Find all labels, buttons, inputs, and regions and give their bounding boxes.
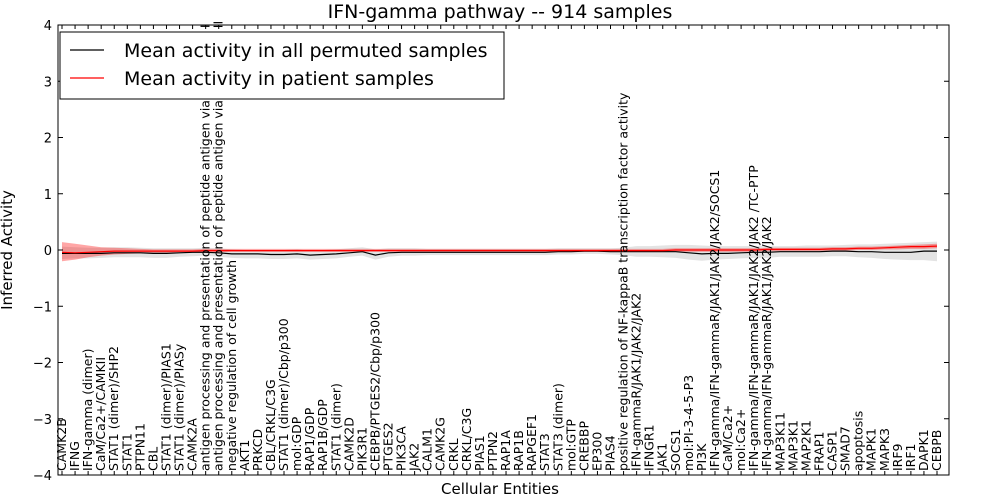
y-tick-label: 4 [44,19,52,34]
x-tick-label: PRKCD [250,429,265,471]
x-tick-label: CAMK2A [185,418,200,471]
series-line-0 [62,250,937,256]
x-tick-label: MAP3K1 [785,420,800,471]
x-tick-label: CAMK2G [433,417,448,471]
x-tick-label: negative regulation of cell growth [224,260,239,471]
x-tick-label: RAP1B/GDP [315,399,330,471]
x-tick-label: IFN-gamma/IFN-gammaR/JAK1/JAK2/JAK2 /TC-… [746,165,761,471]
x-tick-label: CREBBP [576,421,591,471]
x-tick-label: RAP1B [511,430,526,471]
y-tick-label: −3 [33,413,52,428]
x-tick-label: JAK1 [655,443,670,472]
x-tick-label: IRF9 [890,443,905,471]
x-tick-label: IFN-gamma/IFN-gammaR/JAK1/JAK2/JAK2 [759,216,774,471]
x-tick-label: CRKL [446,438,461,471]
x-tick-label: antigen processing and presentation of p… [211,21,226,471]
series-band-0 [62,241,937,262]
x-tick-label: STAT1 (dimer)/PIAS1 [158,343,173,471]
x-tick-label: RAP1A [498,430,513,471]
x-tick-label: FRAP1 [811,432,826,471]
x-tick-label: CBL/CRKL/C3G [263,379,278,471]
x-tick-label: PIK3R1 [354,427,369,471]
x-tick-label: PTPN11 [132,423,147,471]
x-tick-label: CaM/Ca2+/CAMKII [93,357,108,471]
x-tick-label: PI3K [694,443,709,471]
legend-box [59,31,505,100]
x-tick-label: SOCS1 [668,429,683,471]
legend: Mean activity in all permuted samples Me… [59,31,505,100]
x-tick-label: PTPN2 [485,431,500,471]
x-tick-label: PIAS4 [603,435,618,471]
x-tick-label: positive regulation of NF-kappaB transcr… [616,92,631,471]
x-tick-label: MAP3K11 [772,412,787,471]
x-tick-label: STAT1 [119,433,134,471]
legend-label-permuted: Mean activity in all permuted samples [124,40,487,62]
x-tick-label: mol:PI-3-4-5-P3 [681,375,696,471]
y-tick-label: 0 [44,244,52,259]
x-tick-label: DAPK1 [916,429,931,471]
y-tick-label: −4 [33,469,52,484]
x-tick-label: RAP1/GDP [302,407,317,471]
x-tick-label: AKT1 [237,440,252,471]
x-tick-label: PTGES2 [380,422,395,471]
x-tick-label: CEBPB/PTGES2/Cbp/p300 [367,312,382,471]
y-tick-label: 3 [44,75,52,90]
x-tick-label: MAPK1 [864,428,879,471]
x-tick-label: mol:GDP [289,416,304,471]
x-tick-label: mol:GTP [563,419,578,471]
x-tick-label: CASP1 [825,430,840,471]
x-tick-label: CaM/Ca2+ [720,405,735,471]
x-tick-label: EP300 [589,432,604,471]
x-tick-label: IFNGR1 [642,424,657,471]
y-tick-label: −1 [33,300,52,315]
x-tick-label: STAT3 (dimer) [550,383,565,471]
x-tick-label: STAT1 (dimer) [328,383,343,471]
x-tick-label: mol:Ca2+ [733,409,748,471]
x-tick-label: IRF1 [903,443,918,471]
x-tick-label: CAMK2D [341,417,356,471]
x-tick-label: IFN-gammaR/JAK1/JAK2/JAK2 [629,293,644,471]
x-tick-label: STAT3 [537,433,552,471]
x-tick-label: CEBPB [929,430,944,471]
x-tick-label: MAP2K1 [798,420,813,471]
x-axis-label: Cellular Entities [441,480,559,498]
x-tick-label: PIK3CA [394,426,409,471]
legend-label-patient: Mean activity in patient samples [124,68,434,90]
x-tick-label: CRKL/C3G [459,408,474,471]
x-tick-label: RAPGEF1 [524,414,539,471]
x-tick-label: STAT1 (dimer)/PIASy [172,343,187,471]
x-ticks [61,25,938,475]
x-tick-label: SMAD7 [838,426,853,471]
y-tick-label: −2 [33,357,52,372]
series-line-1 [61,245,938,254]
chart-title: IFN-gamma pathway -- 914 samples [328,1,673,23]
y-tick-label: 1 [44,188,52,203]
x-tick-label: STAT1 (dimer)/SHP2 [106,346,121,471]
y-axis: 4 3 2 1 0 −1 −2 −3 −4 [33,19,949,484]
y-axis-label: Inferred Activity [0,190,16,310]
x-tick-label: MAPK3 [877,428,892,471]
x-tick-label: apoptosis [851,411,866,471]
x-tick-label: STAT1 (dimer)/Cbp/p300 [276,318,291,471]
x-tick-label: IFN-gamma/IFN-gammaR/JAK1/JAK2/JAK2/SOCS… [707,170,722,471]
x-tick-label: JAK2 [407,443,422,472]
x-tick-label: PIAS1 [472,435,487,471]
x-tick-label: CBL [145,447,160,471]
y-tick-label: 2 [44,132,52,147]
x-tick-label: antigen processing and presentation of p… [198,24,213,471]
series-lines [61,245,938,256]
x-tick-label: IFNG [67,441,82,471]
x-tick-label: CALM1 [420,428,435,471]
x-tick-label: IFN-gamma (dimer) [80,349,95,472]
